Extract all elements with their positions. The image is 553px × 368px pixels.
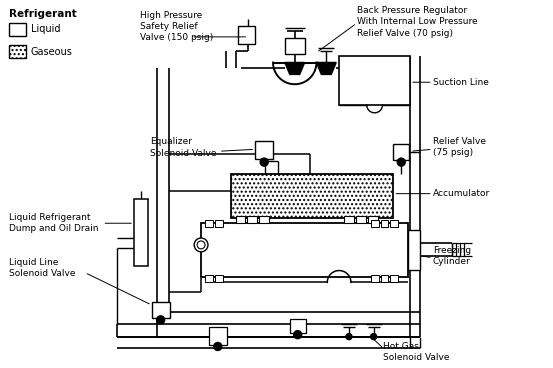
Circle shape	[197, 241, 205, 249]
Circle shape	[294, 331, 301, 339]
Text: Liquid: Liquid	[30, 24, 60, 34]
Bar	[152, 302, 170, 318]
Bar	[205, 276, 213, 282]
Bar	[209, 327, 227, 344]
Text: Freezing
Cylinder: Freezing Cylinder	[433, 246, 471, 266]
Circle shape	[371, 334, 377, 340]
Bar	[236, 216, 246, 223]
Circle shape	[260, 158, 268, 166]
Bar	[9, 45, 25, 57]
Circle shape	[346, 334, 352, 340]
Text: Accumulator: Accumulator	[433, 189, 490, 198]
Text: Equalizer
Solenoid Valve: Equalizer Solenoid Valve	[150, 138, 216, 158]
Text: Refrigerant: Refrigerant	[9, 9, 76, 19]
Bar	[408, 230, 420, 270]
Polygon shape	[316, 63, 336, 74]
Bar	[285, 38, 305, 54]
Text: Suction Line: Suction Line	[433, 78, 489, 87]
Polygon shape	[285, 63, 305, 74]
Bar	[255, 141, 273, 159]
Text: Back Pressure Regulator
With Internal Low Pressure
Relief Valve (70 psig): Back Pressure Regulator With Internal Lo…	[357, 6, 477, 38]
Bar	[368, 216, 378, 223]
Circle shape	[156, 316, 165, 324]
Text: Relief Valve
(75 psig): Relief Valve (75 psig)	[433, 137, 486, 158]
Circle shape	[214, 343, 222, 350]
Bar	[380, 220, 388, 227]
Circle shape	[397, 158, 405, 166]
Bar	[371, 276, 379, 282]
Text: Gaseous: Gaseous	[30, 47, 72, 57]
Bar	[390, 276, 398, 282]
Bar	[390, 220, 398, 227]
Text: Liquid Refrigerant
Dump and Oil Drain: Liquid Refrigerant Dump and Oil Drain	[9, 213, 98, 233]
Bar	[215, 276, 223, 282]
Bar	[205, 220, 213, 227]
Text: High Pressure
Safety Relief
Valve (150 psig): High Pressure Safety Relief Valve (150 p…	[140, 11, 213, 42]
Bar	[371, 220, 379, 227]
Bar	[380, 276, 388, 282]
Bar	[290, 319, 306, 333]
Bar	[201, 223, 408, 277]
Bar	[393, 144, 409, 160]
Text: Hot Gas
Solenoid Valve: Hot Gas Solenoid Valve	[383, 342, 450, 362]
Bar	[259, 216, 269, 223]
Bar	[238, 26, 255, 44]
Bar	[339, 56, 410, 105]
Circle shape	[194, 238, 208, 252]
Bar	[356, 216, 366, 223]
Bar	[215, 220, 223, 227]
Bar	[247, 216, 257, 223]
Bar	[134, 199, 148, 266]
Bar	[344, 216, 354, 223]
Bar	[231, 174, 393, 218]
Text: Liquid Line
Solenoid Valve: Liquid Line Solenoid Valve	[9, 258, 75, 278]
Bar	[9, 23, 25, 36]
